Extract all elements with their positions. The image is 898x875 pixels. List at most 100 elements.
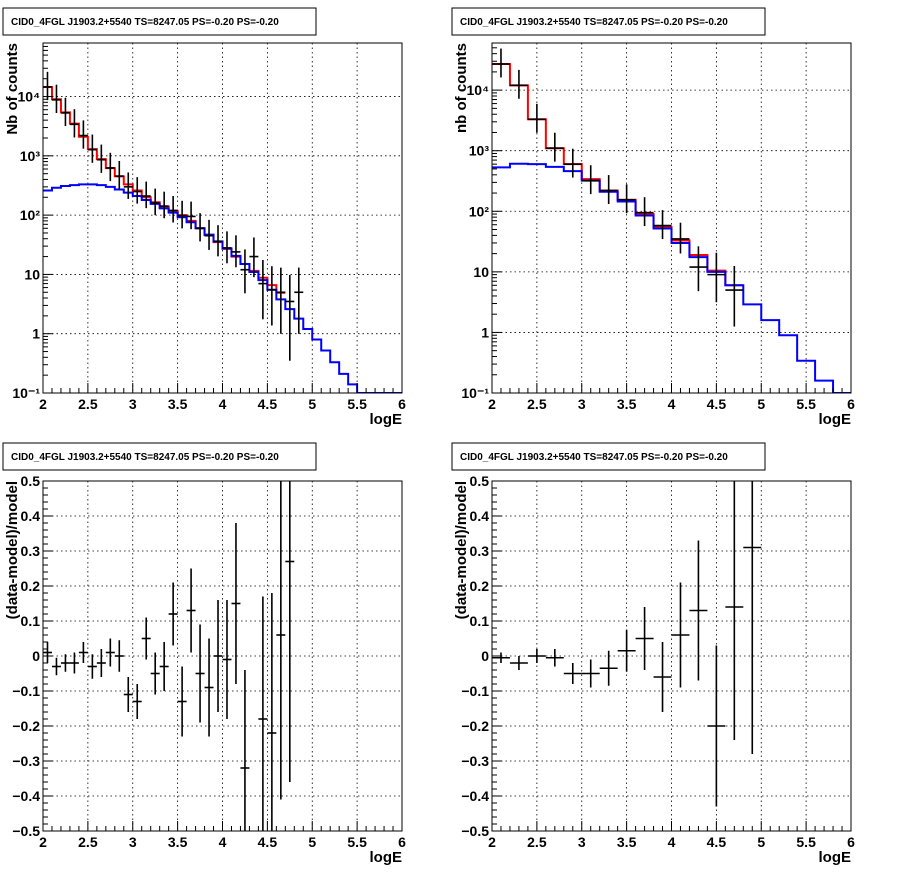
y-tick-label: 10⁴ [18,89,41,105]
x-tick-label: 6 [398,834,406,850]
y-tick-label: 0 [32,648,40,664]
plot-area [492,48,851,393]
chart-title: CID0_4FGL J1903.2+5540 TS=8247.05 PS=-0.… [460,452,728,463]
gridlines [492,481,851,831]
y-tick-label: 10 [473,264,489,280]
y-tick-label: 0.1 [470,613,490,629]
y-tick-label: 1 [481,324,489,340]
y-tick-label: 0.2 [470,578,490,594]
x-tick-label: 2 [488,834,496,850]
series-step-0 [492,63,744,287]
y-tick-label: 10⁻¹ [461,385,489,401]
x-tick-label: 2 [39,396,47,412]
x-tick-label: 5.5 [347,834,367,850]
panel-bottom-right: CID0_4FGL J1903.2+5540 TS=8247.05 PS=-0.… [451,442,855,866]
x-tick-label: 4 [668,396,676,412]
y-tick-label: 0.5 [21,473,41,489]
x-tick-label: 4 [668,834,676,850]
title-box [2,7,317,36]
plot-area [492,481,762,807]
y-tick-label: 10² [469,203,490,219]
x-tick-label: 2.5 [78,834,98,850]
x-tick-label: 5.5 [796,396,816,412]
y-tick-label: 10³ [20,148,41,164]
x-tick-label: 2.5 [78,396,98,412]
x-tick-label: 3.5 [617,396,637,412]
y-tick-label: −0.4 [461,788,489,804]
y-tick-label: 10 [24,266,40,282]
y-tick-label: −0.2 [12,718,40,734]
x-tick-label: 4.5 [258,396,278,412]
x-tick-label: 4.5 [707,834,727,850]
series-step-1 [43,183,402,393]
x-tick-label: 4 [219,834,227,850]
x-tick-label: 4.5 [707,396,727,412]
y-tick-label: −0.5 [12,823,40,839]
x-tick-label: 2 [488,396,496,412]
y-tick-label: 0.1 [21,613,41,629]
x-tick-label: 3.5 [168,834,188,850]
title-box [451,442,766,471]
x-tick-label: 3.5 [168,396,188,412]
y-tick-label: −0.5 [461,823,489,839]
y-tick-label: −0.1 [12,683,40,699]
x-tick-label: 3.5 [617,834,637,850]
y-tick-label: 0.4 [470,508,490,524]
panel-top-left: CID0_4FGL J1903.2+5540 TS=8247.05 PS=-0.… [2,7,406,428]
x-tick-label: 6 [398,396,406,412]
y-tick-label: −0.3 [12,753,40,769]
x-tick-label: 5 [757,834,765,850]
y-tick-label: 0 [481,648,489,664]
chart-title: CID0_4FGL J1903.2+5540 TS=8247.05 PS=-0.… [11,17,279,28]
y-axis-label: (data-model)/model [453,481,470,619]
y-ticks [492,480,502,832]
y-ticks [43,480,53,832]
x-ticks [42,383,403,393]
x-tick-label: 5 [308,834,316,850]
chart-title: CID0_4FGL J1903.2+5540 TS=8247.05 PS=-0.… [460,17,728,28]
y-tick-label: 0.4 [21,508,41,524]
y-tick-label: 0.2 [21,578,41,594]
x-ticks [491,821,852,831]
x-axis-label: logE [819,849,852,866]
x-tick-label: 6 [847,396,855,412]
chart-title: CID0_4FGL J1903.2+5540 TS=8247.05 PS=-0.… [11,452,279,463]
x-tick-label: 3 [129,834,137,850]
gridlines [492,43,851,393]
gridlines [43,481,402,831]
gridlines [43,43,402,393]
y-tick-label: 10² [20,207,41,223]
plot-area [43,481,295,831]
series-step-0 [43,85,286,294]
y-ticks [492,42,502,394]
y-tick-label: 0.5 [470,473,490,489]
x-tick-label: 4 [219,396,227,412]
y-axis-label: nb of counts [453,43,470,133]
y-axis-label: (data-model)/model [4,481,21,619]
x-ticks [42,821,403,831]
y-axis-label: Nb of counts [4,43,21,135]
x-axis-label: logE [370,411,403,428]
x-tick-label: 5.5 [796,834,816,850]
x-tick-label: 6 [847,834,855,850]
y-tick-label: −0.1 [461,683,489,699]
plot-area [43,71,402,393]
x-tick-label: 2.5 [527,834,547,850]
x-tick-label: 2 [39,834,47,850]
x-axis-label: logE [370,849,403,866]
x-tick-label: 2.5 [527,396,547,412]
y-tick-label: 1 [32,326,40,342]
x-tick-label: 3 [578,396,586,412]
x-tick-label: 5 [757,396,765,412]
x-tick-label: 5.5 [347,396,367,412]
x-tick-label: 3 [578,834,586,850]
x-tick-label: 5 [308,396,316,412]
x-tick-label: 3 [129,396,137,412]
y-tick-label: 10³ [469,143,490,159]
panel-top-right: CID0_4FGL J1903.2+5540 TS=8247.05 PS=-0.… [451,7,855,428]
title-box [2,442,317,471]
y-tick-label: 10⁴ [467,82,490,98]
y-tick-label: −0.3 [461,753,489,769]
y-tick-label: 10⁻¹ [12,385,40,401]
